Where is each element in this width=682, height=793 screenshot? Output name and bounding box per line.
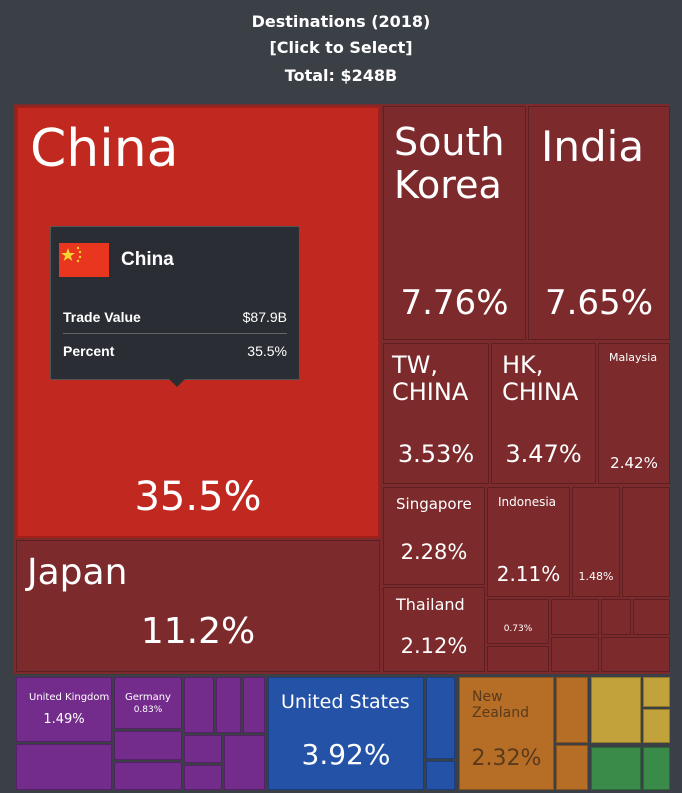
tooltip-value: 35.5% <box>247 343 287 359</box>
treemap-cell-new-zealand[interactable]: New Zealand 2.32% <box>459 677 554 790</box>
tooltip-title: China <box>121 249 174 270</box>
treemap-cell[interactable] <box>622 487 670 597</box>
cell-percent: 35.5% <box>134 474 262 520</box>
treemap-cell[interactable] <box>114 762 182 790</box>
treemap-cell[interactable] <box>551 599 599 635</box>
cell-label: China <box>30 119 179 179</box>
chart-title: Destinations (2018) <box>251 12 431 31</box>
treemap-cell[interactable]: 0.73% <box>487 599 549 644</box>
cell-percent: 2.11% <box>496 562 561 586</box>
treemap-cell[interactable] <box>643 747 670 790</box>
cell-percent: 1.49% <box>43 712 85 727</box>
cell-label: United States <box>281 691 410 713</box>
china-flag-icon <box>59 243 109 277</box>
cell-label: Germany <box>125 692 171 703</box>
cell-percent: 3.53% <box>397 440 475 468</box>
cell-percent: 0.83% <box>133 705 163 715</box>
cell-label: New Zealand <box>472 689 530 721</box>
cell-percent: 7.65% <box>544 283 653 323</box>
cell-label: Indonesia <box>498 495 557 509</box>
tooltip-divider <box>63 333 287 334</box>
treemap-cell-malaysia[interactable]: Malaysia 2.42% <box>598 343 670 484</box>
treemap-cell-singapore[interactable]: Singapore 2.28% <box>383 487 485 585</box>
treemap-cell[interactable] <box>184 735 222 763</box>
cell-percent: 2.32% <box>471 746 542 771</box>
treemap-cell[interactable] <box>601 637 670 672</box>
treemap-cell[interactable] <box>243 677 265 733</box>
treemap-cell-japan[interactable]: Japan 11.2% <box>16 540 380 672</box>
treemap-cell[interactable] <box>633 599 670 635</box>
treemap-cell[interactable] <box>551 637 599 672</box>
cell-percent: 3.47% <box>505 440 582 468</box>
treemap-cell[interactable] <box>426 761 455 790</box>
treemap-cell[interactable] <box>216 677 241 733</box>
treemap-cell-indonesia[interactable]: Indonesia 2.11% <box>487 487 570 597</box>
cell-label: Thailand <box>396 595 465 614</box>
treemap-cell-india[interactable]: India 7.65% <box>528 106 670 340</box>
cell-label: Malaysia <box>609 351 658 364</box>
cell-percent: 7.76% <box>400 283 509 323</box>
treemap-cell[interactable] <box>114 731 182 760</box>
treemap-cell[interactable] <box>487 646 549 672</box>
tooltip-label: Percent <box>63 343 115 359</box>
cell-label: Singapore <box>396 495 472 513</box>
cell-label: India <box>541 122 645 171</box>
treemap-cell-south-korea[interactable]: South Korea 7.76% <box>383 106 526 340</box>
cell-percent: 1.48% <box>578 570 614 583</box>
cell-label: United Kingdom <box>29 692 110 703</box>
cell-percent: 0.73% <box>503 624 533 634</box>
treemap-cell[interactable] <box>643 677 670 707</box>
treemap-cell-tw-china[interactable]: TW, CHINA 3.53% <box>383 343 489 484</box>
cell-percent: 2.42% <box>610 454 658 472</box>
tooltip-value: $87.9B <box>242 309 287 325</box>
treemap-cell-united-kingdom[interactable]: United Kingdom 1.49% <box>16 677 112 742</box>
treemap-cell-germany[interactable]: Germany 0.83% <box>114 677 182 729</box>
treemap-cell[interactable] <box>224 735 265 790</box>
chart-total: Total: $248B <box>284 66 398 85</box>
treemap-cell-thailand[interactable]: Thailand 2.12% <box>383 587 485 672</box>
tooltip-label: Trade Value <box>63 309 141 325</box>
treemap-cell[interactable] <box>556 745 588 790</box>
tooltip: China Trade Value $87.9B Percent 35.5% <box>50 226 300 387</box>
chart-subtitle[interactable]: [Click to Select] <box>269 38 413 57</box>
cell-label: Japan <box>27 552 128 593</box>
treemap-cell[interactable] <box>556 677 588 743</box>
treemap-cell[interactable] <box>184 765 222 790</box>
cell-percent: 3.92% <box>301 738 391 771</box>
treemap-cell-united-states[interactable]: United States 3.92% <box>268 677 424 790</box>
treemap-cell[interactable] <box>184 677 214 733</box>
treemap-cell[interactable] <box>16 744 112 790</box>
cell-percent: 2.12% <box>400 634 468 658</box>
cell-label: HK, CHINA <box>502 351 579 406</box>
cell-label: South Korea <box>394 120 505 207</box>
treemap-cell[interactable] <box>591 747 641 790</box>
treemap-cell[interactable] <box>426 677 455 759</box>
treemap-cell-hk-china[interactable]: HK, CHINA 3.47% <box>491 343 596 484</box>
cell-label: TW, CHINA <box>392 351 469 406</box>
treemap-cell[interactable]: 1.48% <box>572 487 620 597</box>
treemap-cell[interactable] <box>643 709 670 743</box>
treemap-cell[interactable] <box>601 599 631 635</box>
cell-percent: 2.28% <box>400 540 468 564</box>
cell-percent: 11.2% <box>140 611 256 652</box>
treemap-cell[interactable] <box>591 677 641 743</box>
